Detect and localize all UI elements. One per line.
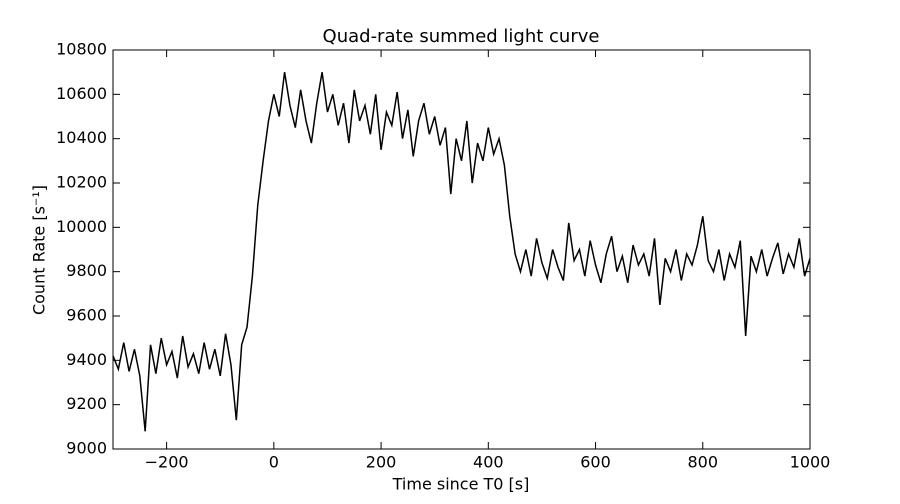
x-tick-label: 1000 [790,453,831,472]
y-tick-label: 9000 [66,439,107,458]
y-tick-label: 10400 [56,128,107,147]
y-axis-label: Count Rate [s⁻¹] [30,185,49,315]
x-tick-label: 600 [580,453,611,472]
y-tick-label: 9800 [66,261,107,280]
y-tick-label: 10600 [56,84,107,103]
x-tick-label: 400 [473,453,504,472]
y-tick-label: 10800 [56,40,107,59]
plot-frame [112,49,811,450]
y-tick-label: 10000 [56,217,107,236]
x-axis-label: Time since T0 [s] [392,475,530,494]
y-tick-label: 9600 [66,306,107,325]
y-tick-label: 10200 [56,173,107,192]
data-line [112,72,811,432]
chart-title: Quad-rate summed light curve [323,26,600,47]
y-tick-label: 9400 [66,350,107,369]
x-tick-label: 200 [366,453,397,472]
x-tick-label: −200 [145,453,189,472]
y-tick-label: 9200 [66,394,107,413]
x-tick-label: 800 [687,453,718,472]
x-tick-label: 0 [269,453,279,472]
